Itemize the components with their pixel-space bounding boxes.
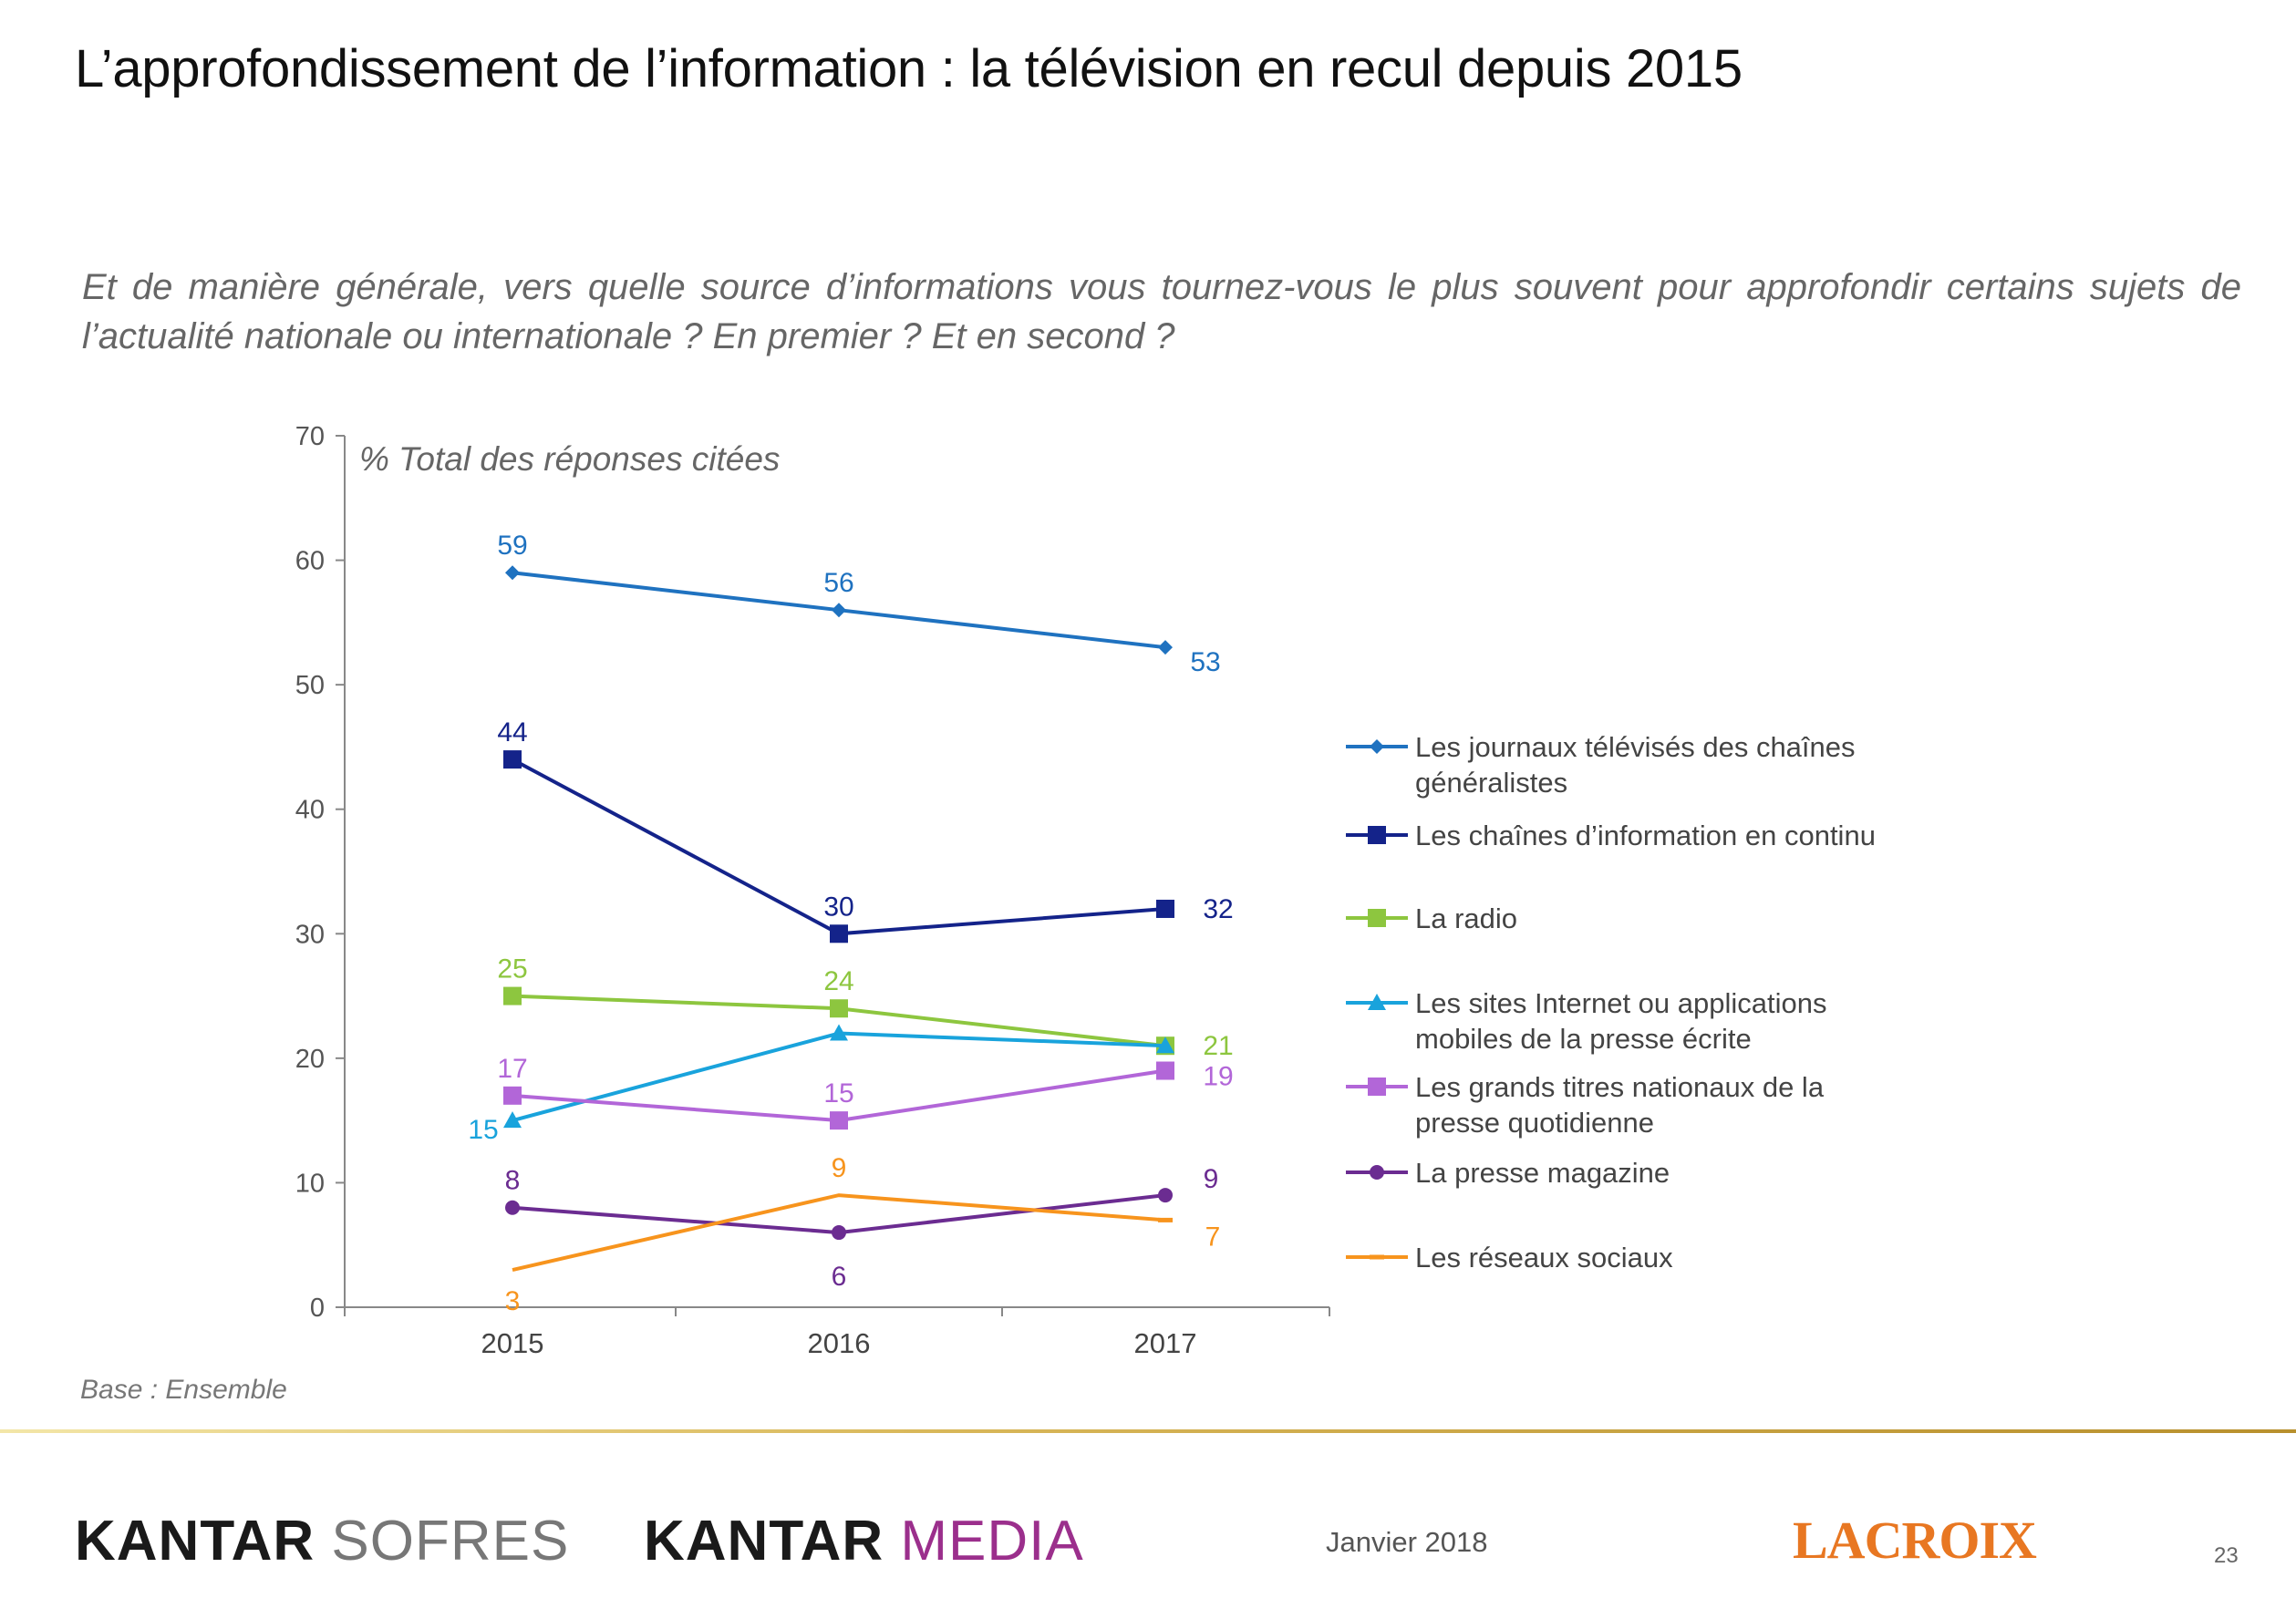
y-tick-label: 30 — [295, 920, 325, 949]
legend-swatch-marker — [1370, 1165, 1384, 1180]
legend-swatch-marker — [1370, 739, 1384, 754]
data-label: 3 — [505, 1286, 521, 1316]
series-point — [505, 1200, 520, 1215]
data-label: 9 — [1204, 1164, 1219, 1194]
y-tick-label: 40 — [295, 796, 325, 825]
series-point — [1156, 1061, 1174, 1080]
data-label: 30 — [823, 892, 853, 922]
series-point — [830, 999, 848, 1018]
kantar-media-logo-part2: MEDIA — [900, 1510, 1084, 1573]
y-tick-label: 70 — [295, 422, 325, 451]
kantar-sofres-logo: KANTAR SOFRES — [75, 1509, 569, 1573]
series-point — [503, 986, 522, 1005]
series-point — [832, 1225, 846, 1241]
y-tick-label: 10 — [295, 1169, 325, 1198]
y-tick-label: 20 — [295, 1045, 325, 1074]
series-point — [503, 1111, 522, 1129]
x-tick-label: 2015 — [481, 1327, 544, 1359]
unit-label: % Total des réponses citées — [359, 440, 780, 478]
legend-swatch-marker — [1368, 909, 1386, 927]
base-note: Base : Ensemble — [80, 1375, 287, 1405]
legend-swatch-marker — [1368, 826, 1386, 844]
data-label: 7 — [1205, 1222, 1221, 1252]
legend-label: La radio — [1415, 902, 1517, 934]
data-label: 56 — [823, 568, 853, 598]
legend-label: presse quotidienne — [1415, 1107, 1654, 1139]
series-point — [505, 565, 520, 581]
data-label: 44 — [497, 717, 527, 748]
legend-label: Les journaux télévisés des chaînes — [1415, 731, 1856, 763]
page-number: 23 — [2214, 1543, 2239, 1568]
page-title: L’approfondissement de l’information : l… — [75, 39, 1743, 98]
x-tick-label: 2017 — [1134, 1327, 1197, 1359]
series-point — [830, 1024, 848, 1041]
series-point — [503, 1086, 522, 1105]
y-tick-label: 0 — [310, 1294, 325, 1323]
series-line — [512, 1193, 1166, 1272]
line-chart: 0 10 20 30 40 50 60 70 2015 2016 2017 % Total des r… — [295, 422, 1876, 1359]
la-croix-logo: LACROIX — [1793, 1511, 2037, 1570]
legend-swatch-marker — [1368, 994, 1386, 1010]
data-label: 53 — [1190, 647, 1220, 677]
kantar-sofres-logo-part1: KANTAR — [75, 1510, 315, 1573]
y-tick-label: 60 — [295, 547, 325, 576]
footer-divider — [0, 1429, 2296, 1433]
data-label: 24 — [823, 966, 853, 996]
data-label: 32 — [1203, 894, 1233, 924]
legend-label: Les grands titres nationaux de la — [1415, 1071, 1825, 1103]
legend-label: Les sites Internet ou applications — [1415, 987, 1827, 1019]
x-tick-label: 2016 — [808, 1327, 871, 1359]
legend-swatch-marker — [1368, 1078, 1386, 1096]
footer-date: Janvier 2018 — [1326, 1526, 1488, 1558]
legend-label: Les chaînes d’information en continu — [1415, 820, 1876, 851]
survey-question: Et de manière générale, vers quelle sour… — [82, 267, 2241, 356]
kantar-media-logo: KANTAR MEDIA — [644, 1509, 1084, 1573]
data-label: 15 — [823, 1078, 853, 1109]
series-point — [830, 1111, 848, 1130]
data-label: 9 — [832, 1153, 847, 1183]
legend-label: mobiles de la presse écrite — [1415, 1023, 1752, 1055]
series-point — [503, 750, 522, 769]
legend-label: généralistes — [1415, 767, 1567, 799]
y-tick-label: 50 — [295, 671, 325, 700]
data-label: 15 — [468, 1115, 498, 1145]
data-label: 25 — [497, 954, 527, 985]
series-point — [830, 924, 848, 944]
data-label: 19 — [1203, 1062, 1233, 1092]
series-point — [1156, 899, 1174, 918]
data-label: 6 — [832, 1262, 847, 1292]
data-label: 17 — [497, 1054, 527, 1084]
kantar-media-logo-part1: KANTAR — [644, 1510, 884, 1573]
series-point — [1158, 1188, 1173, 1203]
data-label: 21 — [1203, 1031, 1233, 1061]
kantar-sofres-logo-part2: SOFRES — [331, 1510, 570, 1573]
data-label: 59 — [497, 531, 527, 561]
series-point — [1158, 640, 1173, 655]
legend-label: Les réseaux sociaux — [1415, 1242, 1673, 1274]
series-point — [1156, 1036, 1174, 1054]
series-point — [832, 603, 846, 618]
data-label: 8 — [505, 1166, 521, 1196]
legend-label: La presse magazine — [1415, 1157, 1670, 1189]
